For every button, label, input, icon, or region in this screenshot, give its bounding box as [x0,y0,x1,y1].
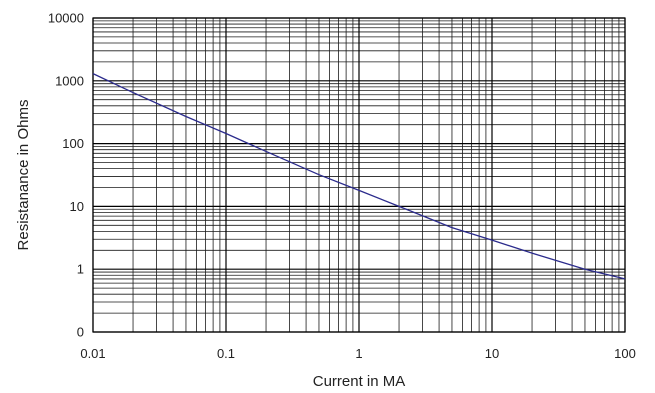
y-tick-label: 1 [77,262,84,277]
plot-frame [92,17,626,333]
x-tick-label: 0.1 [217,346,235,361]
x-tick-label: 0.01 [80,346,105,361]
y-tick-label: 100 [62,136,84,151]
x-tick-label: 100 [614,346,636,361]
y-tick-label: 1000 [55,73,84,88]
major-gridlines [92,17,626,333]
series-layer [92,73,626,280]
y-axis-title: Resistanance in Ohms [15,100,32,251]
y-tick-label: 0 [77,325,84,340]
y-tick-label: 10000 [48,11,84,26]
x-tick-label: 1 [355,346,362,361]
x-tick-label: 10 [485,346,499,361]
y-tick-label: 10 [70,199,84,214]
series-line [92,73,626,280]
x-axis-title: Current in MA [313,373,406,390]
